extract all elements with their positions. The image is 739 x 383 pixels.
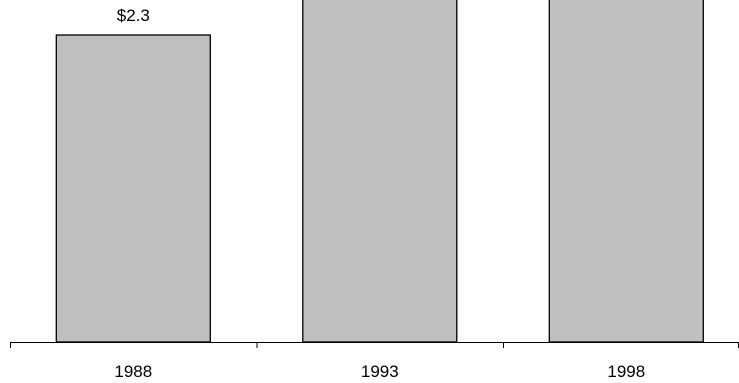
data-label-1988: $2.3: [117, 6, 150, 25]
bar-1988: [55, 34, 211, 343]
x-tick-label-1993: 1993: [361, 362, 399, 381]
bars-group: [55, 0, 704, 343]
x-tick-label-1988: 1988: [114, 362, 152, 381]
x-tick-label-1998: 1998: [607, 362, 645, 381]
bar-1998: [548, 0, 704, 343]
bar-1993: [302, 0, 458, 343]
